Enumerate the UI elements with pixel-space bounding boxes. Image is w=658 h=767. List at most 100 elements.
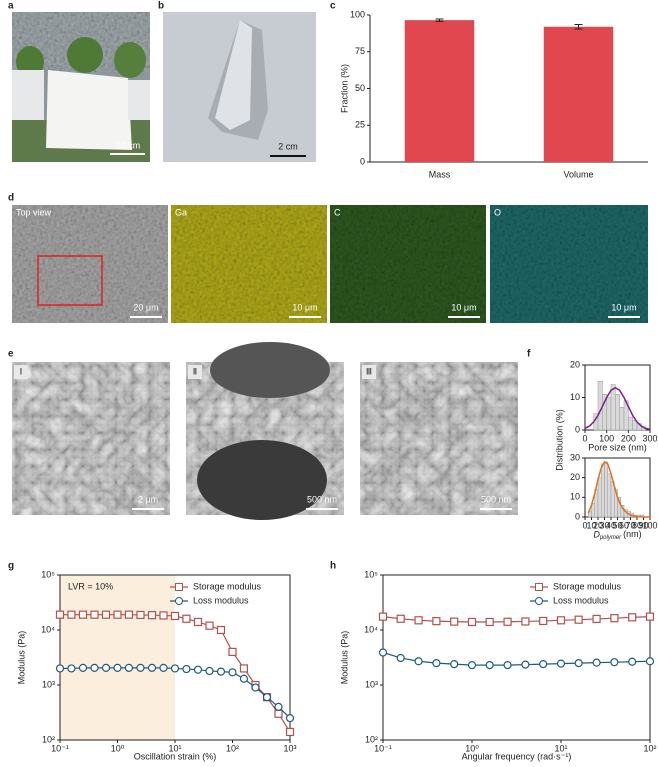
marker [414, 616, 423, 625]
panel-letter: e [8, 349, 14, 360]
marker [170, 611, 180, 621]
marker [147, 663, 157, 672]
image-title: Ⅱ [193, 366, 197, 376]
x-tick-label: 60 [619, 520, 629, 530]
legend-label: Loss modulus [553, 595, 609, 605]
marker [170, 664, 180, 673]
x-tick-label: 50 [612, 520, 622, 530]
marker [485, 661, 494, 670]
histogram-bar [610, 384, 616, 431]
marker [216, 625, 226, 635]
marker [124, 663, 134, 672]
x-tick-label: 10³ [283, 743, 296, 753]
x-tick-label: Volume [563, 169, 593, 179]
marker [450, 659, 459, 669]
marker [136, 663, 145, 672]
marker [521, 660, 530, 669]
x-tick-label: 10¹ [168, 743, 181, 753]
title-box [14, 365, 28, 379]
panel-letter: g [8, 561, 14, 572]
marker [432, 659, 441, 668]
panel-d [12, 205, 648, 323]
marker [450, 617, 459, 626]
marker [124, 610, 134, 619]
scale-label: 20 cm [116, 140, 141, 150]
x-tick-label: 70 [625, 520, 635, 530]
marker [396, 653, 405, 663]
histogram-bar [619, 407, 625, 431]
histogram-bar [604, 461, 608, 518]
marker [113, 663, 122, 672]
legend-marker [175, 583, 183, 591]
y-axis-label: Fraction (%) [339, 64, 349, 113]
marker [78, 663, 88, 672]
bar [543, 26, 614, 163]
photo-b: 2 cm [163, 12, 316, 162]
annotation: LVR = 10% [68, 581, 113, 591]
x-tick-label: 20 [593, 520, 603, 530]
marker [55, 664, 65, 673]
x-tick-label: 30 [599, 520, 609, 530]
x-tick-label: 200 [621, 433, 636, 443]
marker [205, 621, 214, 630]
marker [239, 664, 249, 673]
marker [228, 668, 237, 677]
x-tick-label: 90 [638, 520, 648, 530]
panel-letter: d [8, 193, 14, 204]
marker [251, 683, 260, 692]
x-tick-label: 10² [226, 743, 239, 753]
image-title: Ⅰ [20, 366, 23, 376]
y-tick-label: 10² [365, 734, 378, 744]
error-bar [574, 24, 583, 30]
x-axis-label-unit: (nm) [623, 529, 642, 539]
y-tick-label: 0 [575, 424, 580, 434]
marker [285, 714, 295, 723]
marker [432, 617, 441, 626]
x-tick-label: 40 [606, 520, 616, 530]
marker [378, 648, 388, 657]
marker [521, 617, 530, 626]
y-tick-label: 10 [570, 492, 580, 502]
marker [574, 659, 583, 668]
marker [228, 647, 237, 656]
x-tick-label: 10² [643, 743, 656, 753]
panel-letter: b [158, 1, 164, 12]
marker [193, 617, 203, 627]
image-title: O [494, 207, 501, 217]
scale-label: 2 cm [278, 141, 298, 151]
marker [592, 658, 601, 667]
y-axis-label: Distribution (%) [554, 409, 564, 471]
x-tick-label: 0 [582, 433, 587, 443]
x-tick-label: 10⁻¹ [51, 743, 69, 753]
legend-label: Loss modulus [193, 595, 249, 605]
scale-label: 500 nm [481, 494, 511, 504]
legend-marker [535, 583, 543, 591]
scale-label: 10 μm [451, 302, 476, 312]
y-tick-label: 10⁴ [364, 624, 378, 634]
marker [610, 614, 619, 623]
marker [556, 616, 566, 625]
shaded-region [60, 575, 175, 740]
marker [556, 659, 566, 668]
marker [216, 667, 226, 676]
x-tick-label: Mass [429, 169, 451, 179]
marker [147, 611, 157, 620]
fit-line [584, 386, 651, 431]
marker [113, 610, 122, 619]
marker [78, 610, 88, 619]
image-title: C [334, 207, 341, 217]
x-tick-label: 100 [642, 520, 657, 530]
histogram-bar [615, 394, 620, 431]
panel-e [12, 342, 518, 520]
error-bar [435, 18, 444, 22]
bar [404, 20, 475, 162]
legend-label: Storage modulus [553, 581, 622, 591]
marker [539, 659, 548, 669]
legend-label: Storage modulus [193, 581, 262, 591]
image-title: Ⅲ [366, 366, 372, 376]
y-tick-label: 30 [570, 452, 580, 462]
marker [205, 666, 214, 676]
marker [503, 661, 512, 670]
marker [182, 664, 191, 674]
